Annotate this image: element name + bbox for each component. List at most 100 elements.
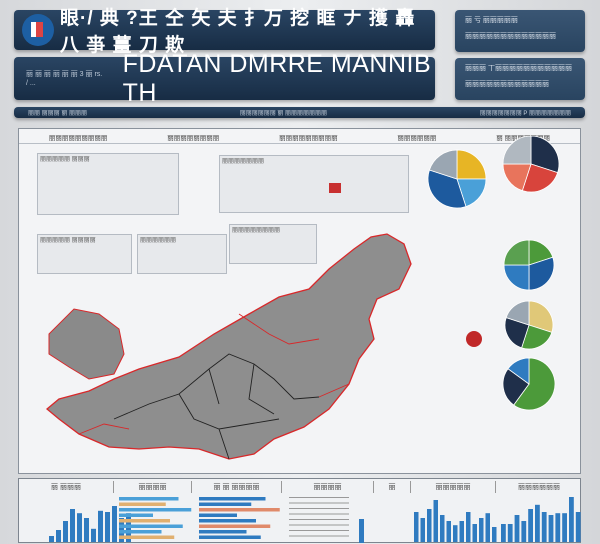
strip-mid[interactable]: 丽丽丽丽丽丽 丽 丽丽丽丽丽丽丽 <box>239 111 328 117</box>
bar[interactable] <box>492 527 497 542</box>
dashboard-subtitle: FDATAN DMRRE MANNIB TH <box>122 49 432 107</box>
bar[interactable] <box>49 536 54 542</box>
marker[interactable] <box>329 183 341 193</box>
bar[interactable] <box>84 518 89 542</box>
list-line <box>289 535 349 537</box>
app-title: 眼·/ 典 ?王 仝 矢 夫 扌万 挖 眶 ナ 擭 轟 八 亊 薑 刀 欺 <box>60 8 416 56</box>
info-box-sub: 丽丽丽丽丽丽丽丽丽丽丽丽 <box>465 81 549 88</box>
bottom-header: 丽丽丽丽 <box>282 481 374 493</box>
info-box-sub: 丽丽丽丽丽丽丽丽丽丽丽丽丽 <box>465 33 556 40</box>
bar[interactable] <box>521 521 527 542</box>
bar[interactable] <box>541 512 547 542</box>
bottom-header: 丽 丽丽丽 <box>19 481 114 493</box>
bar[interactable] <box>575 512 581 542</box>
bar[interactable] <box>420 518 426 542</box>
region-map[interactable] <box>19 129 582 475</box>
bar[interactable] <box>427 509 432 542</box>
list-line <box>289 519 349 520</box>
bar[interactable] <box>440 515 445 542</box>
bar[interactable] <box>562 513 567 542</box>
bar[interactable] <box>112 506 117 542</box>
pie-slice[interactable] <box>513 357 556 411</box>
bottom-header: 丽 丽 丽丽丽丽 <box>192 481 282 493</box>
pie-slice[interactable] <box>505 300 530 326</box>
bottom-header: 丽丽丽丽丽 <box>411 481 496 493</box>
bar[interactable] <box>433 500 439 542</box>
bar[interactable] <box>446 521 452 542</box>
list-line <box>289 530 349 531</box>
hbar[interactable] <box>199 497 266 501</box>
info-box-1[interactable]: 丽 亏 丽丽丽丽丽 丽丽丽丽丽丽丽丽丽丽丽丽丽 <box>455 10 585 52</box>
bar[interactable] <box>507 524 513 542</box>
bar[interactable] <box>466 512 471 542</box>
bar[interactable] <box>77 513 82 542</box>
strip-right[interactable]: 丽丽丽丽丽丽丽 P 丽丽丽丽丽丽丽 <box>479 111 571 117</box>
stats-box: 丽丽丽丽丽 丽丽丽 <box>37 153 179 215</box>
pie-slice[interactable] <box>528 300 554 333</box>
pie-slice[interactable] <box>521 163 559 193</box>
bar[interactable] <box>91 528 96 542</box>
hbar[interactable] <box>119 524 183 529</box>
pie-slice[interactable] <box>502 135 532 165</box>
hbar[interactable] <box>119 508 192 512</box>
bar[interactable] <box>485 513 491 542</box>
bar[interactable] <box>70 509 75 542</box>
hbar[interactable] <box>119 497 179 501</box>
pie-slice[interactable] <box>503 264 530 291</box>
bar[interactable] <box>359 519 364 543</box>
logo-icon <box>22 14 54 46</box>
hbar[interactable] <box>199 502 252 507</box>
bottom-header: 丽丽丽丽丽丽 <box>518 484 560 491</box>
panel-header-label: 丽丽丽丽丽丽丽丽 <box>167 135 220 142</box>
pie-slice[interactable] <box>456 149 487 180</box>
pie-slice[interactable] <box>503 239 530 266</box>
stats-box: 丽丽丽丽丽丽丽 <box>219 155 409 213</box>
hbar[interactable] <box>119 535 175 540</box>
pie-slice[interactable] <box>528 256 555 291</box>
hbar[interactable] <box>119 513 153 518</box>
bar[interactable] <box>479 518 484 542</box>
bar[interactable] <box>535 504 540 542</box>
bar[interactable] <box>555 513 561 542</box>
subtitle-small: 丽 丽 丽 丽 丽 丽 3 丽 rs. / ... <box>26 70 103 87</box>
bar[interactable] <box>501 524 506 542</box>
bar[interactable] <box>472 524 478 542</box>
pie-slice[interactable] <box>502 368 530 406</box>
bar[interactable] <box>569 497 574 542</box>
pie-slice[interactable] <box>427 169 467 209</box>
hbar[interactable] <box>199 519 256 523</box>
bar[interactable] <box>98 510 103 542</box>
hbar[interactable] <box>199 530 247 534</box>
hbar[interactable] <box>199 513 237 518</box>
pie-slice[interactable] <box>504 317 530 349</box>
main-panel: 丽丽丽丽丽丽丽丽丽 丽丽丽丽丽丽丽丽 丽丽丽丽丽丽丽丽丽 丽丽丽丽丽丽 丽 丽丽… <box>18 128 581 474</box>
bottom-header: 丽丽丽丽 <box>114 481 192 493</box>
pie-slice[interactable] <box>530 135 560 174</box>
bar[interactable] <box>514 515 520 542</box>
hbar[interactable] <box>199 524 271 529</box>
bar[interactable] <box>453 525 458 542</box>
map-routes <box>113 353 320 460</box>
pie-slice[interactable] <box>428 149 458 180</box>
strip-left[interactable]: 丽丽 丽丽丽 丽 丽丽丽 <box>28 111 88 117</box>
list-line <box>289 508 349 509</box>
hbar[interactable] <box>119 519 170 523</box>
bar[interactable] <box>63 521 68 542</box>
hbar[interactable] <box>119 530 162 534</box>
bar[interactable] <box>414 512 419 542</box>
list-line <box>289 502 349 504</box>
bar[interactable] <box>105 512 110 542</box>
hbar[interactable] <box>199 535 261 540</box>
hbar[interactable] <box>119 502 166 507</box>
pie-slice[interactable] <box>521 324 553 350</box>
bar[interactable] <box>459 521 465 542</box>
info-box-2[interactable]: 丽丽丽 丅丽丽丽丽丽丽丽丽丽丽丽 丽丽丽丽丽丽丽丽丽丽丽丽 <box>455 58 585 100</box>
hbar[interactable] <box>199 508 280 512</box>
bar[interactable] <box>528 509 533 542</box>
list-line <box>289 513 349 515</box>
pie-slice[interactable] <box>507 357 530 385</box>
pie-slice[interactable] <box>456 178 487 208</box>
location-marker-icon[interactable] <box>466 331 482 347</box>
bar[interactable] <box>56 530 61 542</box>
bar[interactable] <box>548 515 554 542</box>
